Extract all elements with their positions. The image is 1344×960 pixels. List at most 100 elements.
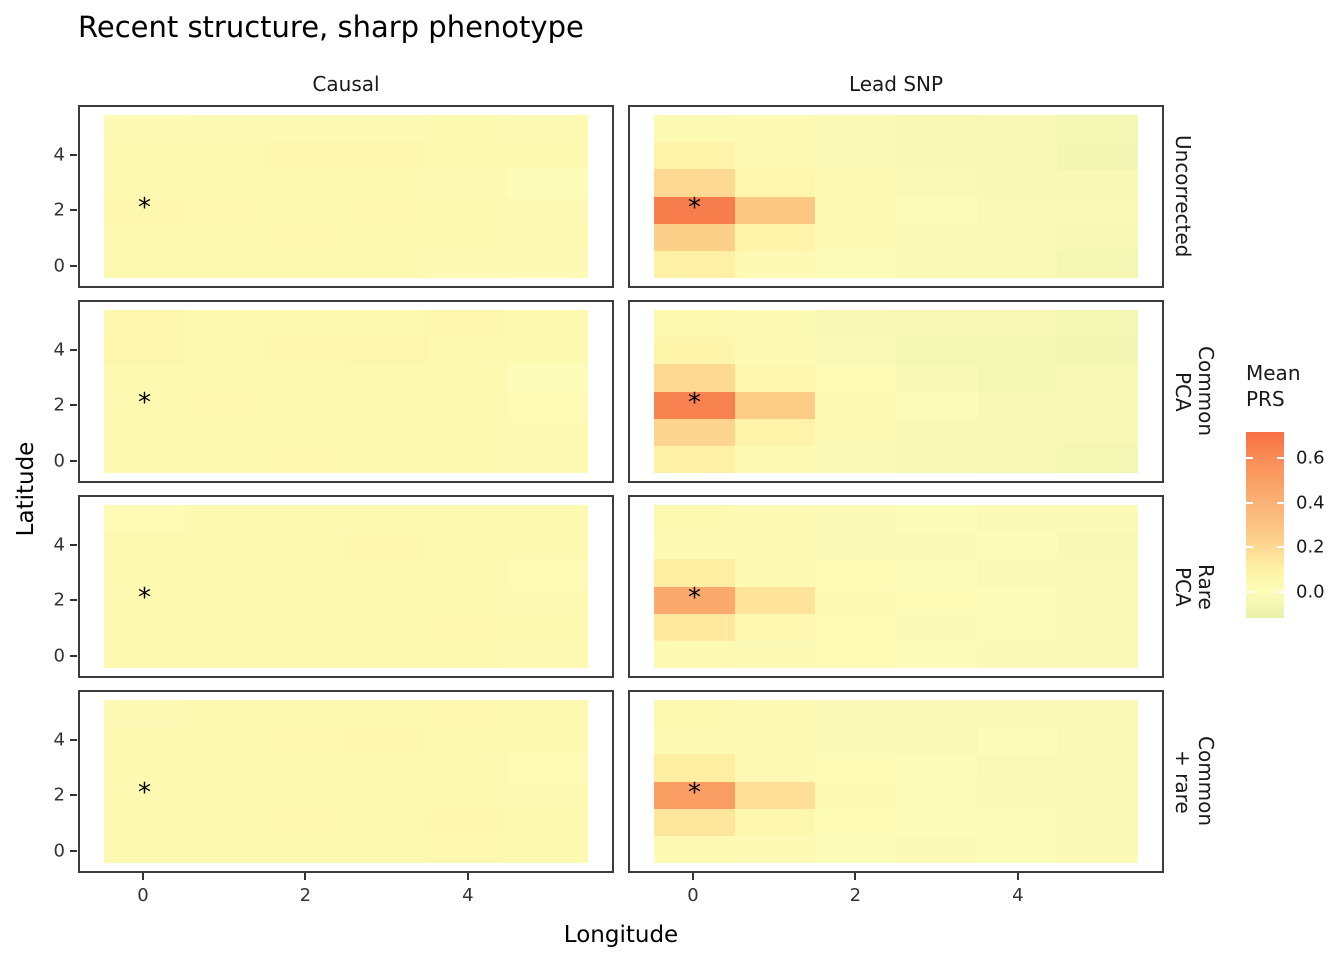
heatmap-cell — [896, 391, 977, 419]
heatmap-cell — [815, 196, 896, 224]
heatmap-cell — [346, 559, 427, 587]
heatmap-cell — [896, 310, 977, 338]
heatmap-cell — [1057, 781, 1138, 809]
heatmap-cell — [265, 310, 346, 338]
heatmap-cell — [815, 364, 896, 392]
heatmap-cell — [654, 169, 735, 197]
heatmap-cell — [734, 754, 816, 782]
legend-tick-mark — [1277, 591, 1284, 594]
heatmap-cell — [265, 169, 346, 197]
heatmap-cell — [265, 418, 346, 446]
heatmap-cell — [184, 250, 266, 278]
heatmap-tiles: * — [654, 700, 1138, 863]
heatmap-cell — [815, 250, 896, 278]
heatmap-cell — [815, 337, 896, 365]
heatmap-cell — [815, 640, 896, 668]
heatmap-tiles: * — [104, 505, 588, 668]
panel-lead-snp-common-pca: * — [628, 300, 1164, 483]
heatmap-cell — [815, 418, 896, 446]
heatmap-cell — [976, 223, 1058, 251]
heatmap-cell — [1057, 613, 1138, 641]
heatmap-cell — [1057, 364, 1138, 392]
heatmap-cell — [815, 808, 896, 836]
y-axis-tick-label: 0 — [53, 450, 65, 472]
heatmap-cell — [896, 586, 977, 614]
heatmap-cell — [654, 196, 735, 224]
heatmap-cell — [507, 727, 588, 755]
heatmap-cell — [734, 142, 816, 170]
heatmap-cell — [426, 196, 508, 224]
heatmap-cell — [976, 337, 1058, 365]
heatmap-cell — [184, 754, 266, 782]
heatmap-cell — [265, 640, 346, 668]
heatmap-tiles: * — [104, 115, 588, 278]
heatmap-cell — [1057, 418, 1138, 446]
heatmap-cell — [976, 115, 1058, 143]
heatmap-cell — [104, 505, 185, 533]
heatmap-cell — [896, 754, 977, 782]
x-axis-tick — [1016, 873, 1019, 880]
heatmap-cell — [976, 505, 1058, 533]
y-axis-tick-label: 4 — [53, 339, 65, 361]
heatmap-cell — [976, 613, 1058, 641]
heatmap-cell — [265, 505, 346, 533]
heatmap-cell — [896, 196, 977, 224]
heatmap-cell — [104, 727, 185, 755]
heatmap-cell — [815, 586, 896, 614]
heatmap-cell — [265, 727, 346, 755]
heatmap-cell — [976, 559, 1058, 587]
heatmap-cell — [734, 310, 816, 338]
heatmap-cell — [507, 391, 588, 419]
y-axis-tick — [70, 404, 77, 407]
heatmap-cell — [426, 223, 508, 251]
heatmap-cell — [507, 169, 588, 197]
heatmap-cell — [346, 223, 427, 251]
heatmap-cell — [815, 115, 896, 143]
legend-tick-mark — [1277, 456, 1284, 459]
y-axis-tick — [70, 459, 77, 462]
heatmap-cell — [426, 142, 508, 170]
heatmap-cell — [104, 364, 185, 392]
heatmap-cell — [976, 727, 1058, 755]
heatmap-cell — [426, 754, 508, 782]
heatmap-cell — [734, 364, 816, 392]
heatmap-cell — [346, 640, 427, 668]
heatmap-cell — [184, 532, 266, 560]
heatmap-cell — [976, 754, 1058, 782]
heatmap-cell — [1057, 559, 1138, 587]
heatmap-cell — [734, 418, 816, 446]
heatmap-cell — [896, 445, 977, 473]
heatmap-cell — [734, 337, 816, 365]
heatmap-cell — [896, 505, 977, 533]
heatmap-cell — [815, 142, 896, 170]
heatmap-cell — [346, 754, 427, 782]
heatmap-cell — [507, 250, 588, 278]
heatmap-cell — [346, 337, 427, 365]
legend-tick-label: 0.6 — [1296, 447, 1325, 469]
heatmap-cell — [265, 115, 346, 143]
heatmap-tiles: * — [654, 115, 1138, 278]
y-axis-tick-label: 2 — [53, 199, 65, 221]
heatmap-cell — [104, 142, 185, 170]
heatmap-cell — [426, 808, 508, 836]
x-axis-tick-label: 4 — [1012, 885, 1024, 906]
heatmap-cell — [265, 196, 346, 224]
heatmap-cell — [734, 505, 816, 533]
heatmap-cell — [896, 640, 977, 668]
y-axis-tick — [70, 348, 77, 351]
x-axis-tick — [304, 873, 307, 880]
heatmap-cell — [896, 250, 977, 278]
heatmap-cell — [507, 532, 588, 560]
y-axis-tick-label: 2 — [53, 589, 65, 611]
heatmap-cell — [507, 613, 588, 641]
y-axis-tick-label: 0 — [53, 255, 65, 277]
legend-tick-mark — [1246, 456, 1253, 459]
heatmap-cell — [265, 754, 346, 782]
heatmap-cell — [815, 505, 896, 533]
heatmap-cell — [1057, 250, 1138, 278]
heatmap-cell — [976, 586, 1058, 614]
y-axis-tick — [70, 264, 77, 267]
heatmap-cell — [734, 808, 816, 836]
heatmap-cell — [976, 196, 1058, 224]
heatmap-cell — [265, 337, 346, 365]
